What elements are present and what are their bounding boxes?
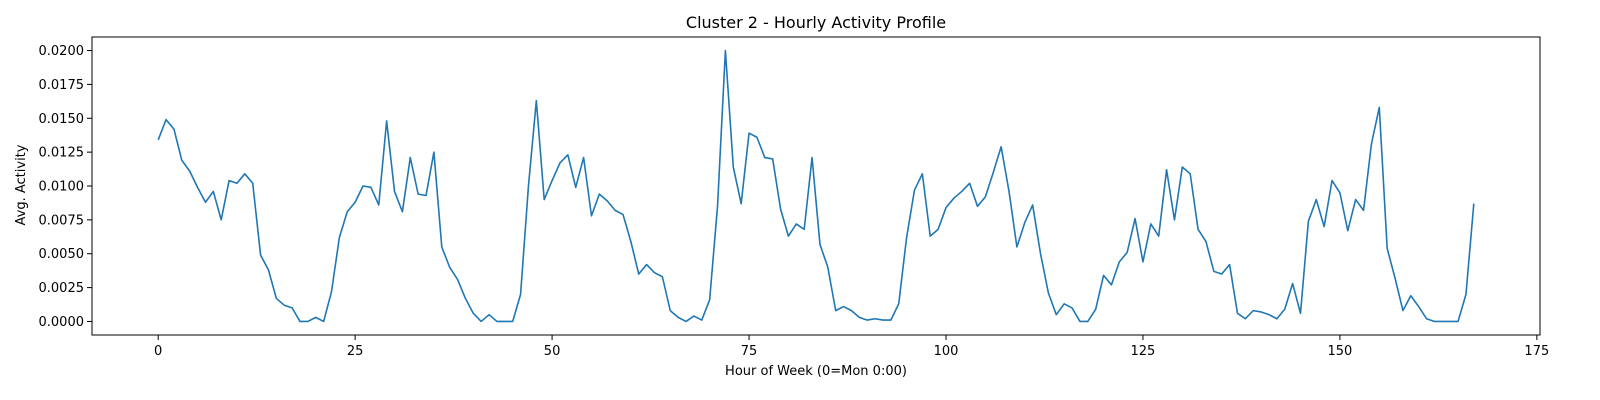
x-tick-label: 150: [1327, 344, 1352, 359]
chart-title: Cluster 2 - Hourly Activity Profile: [686, 13, 946, 32]
x-tick-label: 175: [1524, 344, 1549, 359]
series-line: [157, 49, 1475, 323]
y-tick-label: 0.0000: [39, 315, 85, 330]
x-tick-label: 50: [544, 344, 561, 359]
y-tick-label: 0.0125: [39, 146, 85, 161]
y-tick-label: 0.0100: [39, 180, 85, 195]
y-tick-label: 0.0075: [39, 213, 85, 228]
x-tick-label: 25: [347, 344, 364, 359]
x-tick-label: 0: [154, 344, 162, 359]
x-tick-label: 125: [1131, 344, 1156, 359]
y-axis: 0.0000 0.0025 0.0050 0.0075 0.0100 0.0125 0.01…: [39, 44, 92, 330]
y-tick-label: 0.0150: [39, 112, 85, 127]
x-axis: 0 25 50 75 100 125 150 175: [154, 335, 1549, 359]
y-tick-label: 0.0050: [39, 247, 85, 262]
y-tick-label: 0.0175: [39, 78, 85, 93]
x-tick-label: 100: [934, 344, 959, 359]
y-tick-label: 0.0025: [39, 281, 85, 296]
y-axis-label: Avg. Activity: [14, 144, 29, 225]
y-tick-label: 0.0200: [39, 44, 85, 59]
x-axis-label: Hour of Week (0=Mon 0:00): [725, 364, 907, 379]
x-tick-label: 75: [741, 344, 758, 359]
